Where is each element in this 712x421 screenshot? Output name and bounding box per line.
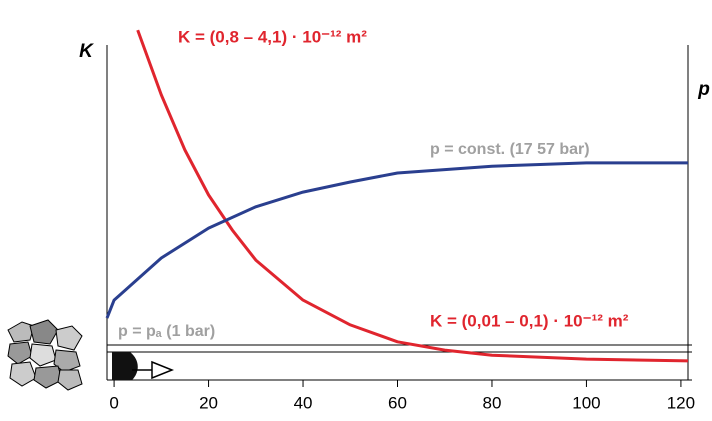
annotation: p = const. (17 57 bar) — [430, 141, 590, 158]
fluid-front — [112, 352, 138, 380]
x-tick-label: 80 — [483, 393, 502, 412]
x-tick-label: 100 — [572, 393, 600, 412]
right-axis-label: p — [697, 79, 710, 100]
x-tick-label: 120 — [667, 393, 695, 412]
x-tick-label: 0 — [109, 393, 118, 412]
annotation: p = pₐ (1 bar) — [118, 323, 215, 340]
line — [105, 161, 688, 319]
x-tick-label: 60 — [388, 393, 407, 412]
line — [136, 29, 689, 363]
rock-icon — [7, 319, 83, 391]
x-tick-label: 20 — [199, 393, 218, 412]
annotation: K = (0,8 – 4,1) · 10⁻¹² m² — [178, 27, 367, 46]
left-axis-label: K — [79, 41, 94, 62]
x-tick-label: 40 — [294, 393, 313, 412]
flow-arrow-head — [151, 360, 175, 380]
annotation: K = (0,01 – 0,1) · 10⁻¹² m² — [430, 311, 629, 330]
